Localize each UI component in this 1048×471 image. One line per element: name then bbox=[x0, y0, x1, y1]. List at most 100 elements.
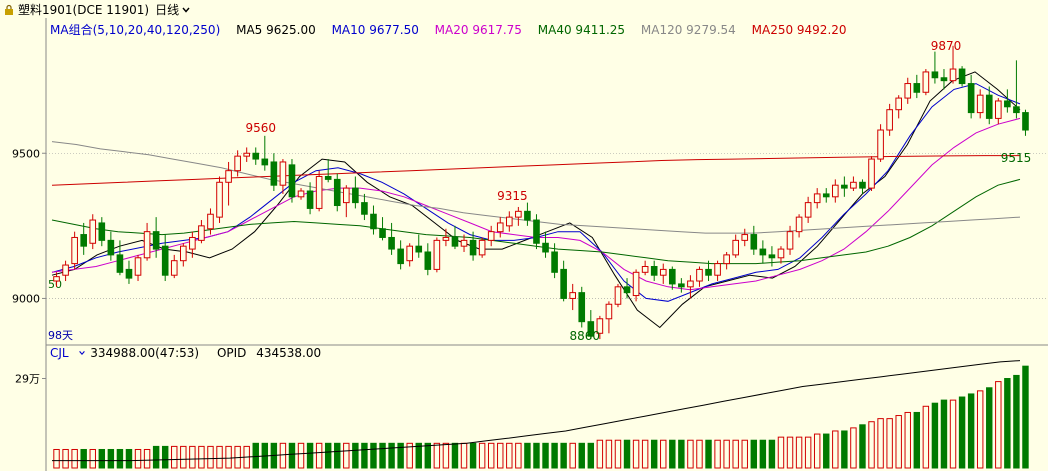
candle-body bbox=[496, 222, 504, 233]
candle-body bbox=[71, 236, 78, 265]
volume-bar bbox=[614, 439, 622, 469]
candle-body bbox=[1004, 100, 1011, 108]
candle-body bbox=[189, 236, 196, 250]
volume-bar bbox=[388, 442, 395, 469]
candle-body bbox=[913, 83, 921, 93]
cjl-label[interactable]: CJL bbox=[50, 346, 69, 360]
volume-bar bbox=[352, 442, 359, 469]
candle-body bbox=[333, 178, 341, 207]
volume-bar bbox=[967, 393, 975, 469]
candle-body bbox=[841, 184, 848, 189]
candle-body bbox=[560, 268, 567, 299]
volume-bar bbox=[71, 448, 78, 469]
candle-body bbox=[958, 68, 966, 85]
chevron-down-icon bbox=[79, 351, 86, 356]
candle-body bbox=[451, 236, 459, 247]
volume-bar bbox=[795, 436, 803, 469]
candle-body bbox=[831, 184, 839, 198]
volume-bar bbox=[1004, 378, 1011, 469]
candle-body bbox=[515, 210, 522, 218]
opid-value: 434538.00 bbox=[256, 346, 322, 360]
candle-body bbox=[886, 109, 893, 131]
ma10-value: MA10 9677.50 bbox=[331, 23, 419, 37]
volume-bar bbox=[687, 439, 694, 469]
volume-bar bbox=[288, 442, 296, 469]
candle-body bbox=[161, 245, 169, 276]
volume-bar bbox=[306, 442, 314, 469]
volume-bar bbox=[759, 439, 767, 469]
candle-body bbox=[904, 83, 912, 99]
candle-body bbox=[361, 202, 368, 215]
volume-bar bbox=[913, 411, 921, 469]
candle-body bbox=[216, 181, 223, 218]
ma250-value: MA250 9492.20 bbox=[751, 23, 847, 37]
volume-bar bbox=[62, 448, 69, 469]
candle-body bbox=[759, 248, 767, 256]
candle-body bbox=[940, 77, 948, 82]
high-label-9560: 9560 bbox=[246, 121, 277, 135]
days-label: 98天 bbox=[48, 329, 73, 342]
candle-body bbox=[487, 231, 495, 241]
candle-body bbox=[877, 129, 884, 160]
candle-body bbox=[397, 248, 404, 265]
candle-body bbox=[687, 280, 694, 288]
candle-body bbox=[306, 190, 314, 209]
volume-bar bbox=[53, 448, 60, 469]
ma40-value: MA40 9411.25 bbox=[537, 23, 626, 37]
volume-bar bbox=[596, 439, 604, 469]
candle-body bbox=[723, 254, 730, 265]
candle-body bbox=[596, 318, 604, 334]
candle-body bbox=[116, 254, 124, 273]
volume-bar bbox=[560, 442, 567, 469]
volume-bar bbox=[678, 439, 685, 469]
volume-bar bbox=[841, 430, 848, 469]
volume-bar bbox=[225, 445, 232, 469]
candle-body bbox=[1022, 112, 1029, 131]
volume-bar bbox=[451, 442, 459, 469]
candle-body bbox=[542, 242, 549, 253]
candle-body bbox=[804, 202, 812, 218]
candle-body bbox=[859, 181, 866, 189]
volume-bar bbox=[940, 399, 948, 469]
candle-body bbox=[623, 286, 631, 294]
volume-bar bbox=[107, 448, 115, 469]
candle-body bbox=[850, 181, 857, 189]
candle-body bbox=[478, 239, 486, 256]
volume-bar bbox=[134, 448, 142, 469]
high-label-9870: 9870 bbox=[931, 39, 962, 53]
volume-bar bbox=[578, 442, 585, 469]
volume-bar bbox=[406, 442, 413, 469]
volume-bar bbox=[180, 445, 187, 469]
ma-legend: MA组合(5,10,20,40,120,250) MA5 9625.00 MA1… bbox=[50, 21, 859, 37]
opid-label: OPID bbox=[216, 346, 247, 360]
candle-body bbox=[895, 97, 903, 111]
volume-bar bbox=[125, 448, 133, 469]
timeframe-selector[interactable]: 日线 bbox=[155, 3, 191, 17]
ma-group-label[interactable]: MA组合(5,10,20,40,120,250) bbox=[50, 23, 221, 37]
candle-body bbox=[551, 251, 558, 273]
candle-body bbox=[315, 175, 323, 209]
volume-bar bbox=[922, 405, 930, 469]
price-tick-label: 9500 bbox=[12, 147, 40, 160]
volume-bar bbox=[379, 442, 386, 469]
opid-line bbox=[52, 360, 1021, 462]
volume-bar bbox=[216, 445, 223, 469]
candle-body bbox=[994, 100, 1002, 119]
candle-body bbox=[261, 158, 269, 166]
volume-bar bbox=[986, 387, 993, 469]
candle-body bbox=[352, 187, 359, 204]
volume-bar bbox=[524, 442, 531, 469]
candle-body bbox=[786, 231, 794, 250]
volume-bar bbox=[904, 411, 911, 469]
volume-bar bbox=[868, 421, 875, 469]
volume-bar bbox=[696, 439, 703, 469]
candle-body bbox=[868, 158, 875, 189]
candle-body bbox=[179, 245, 187, 262]
candle-body bbox=[279, 161, 287, 186]
candle-body bbox=[243, 152, 251, 157]
candle-body bbox=[569, 292, 577, 299]
candle-body bbox=[587, 321, 595, 337]
candle-body bbox=[650, 266, 658, 276]
volume-bar bbox=[397, 442, 404, 469]
